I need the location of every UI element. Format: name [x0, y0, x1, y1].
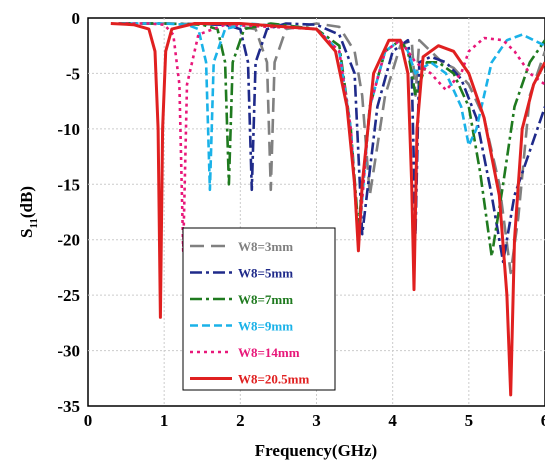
legend: W8=3mm W8=5mm W8=7mm W8=9mm W8=14mm W8=20.5mm	[182, 227, 336, 391]
series-line-w8-5mm	[118, 22, 545, 264]
y-tick-label: -30	[57, 342, 80, 361]
y-tick-label: -5	[66, 64, 80, 83]
x-axis-ticks: 0 1 2 3 4 5 6	[84, 411, 545, 430]
legend-label-w8-14mm: W8=14mm	[238, 345, 300, 360]
y-tick-label: -10	[57, 120, 80, 139]
legend-box	[182, 227, 336, 391]
y-tick-label: -25	[57, 286, 80, 305]
legend-label-w8-9mm: W8=9mm	[238, 319, 293, 334]
legend-label-w8-5mm: W8=5mm	[238, 266, 293, 281]
legend-label-w8-3mm: W8=3mm	[238, 239, 293, 254]
x-tick-label: 0	[84, 411, 93, 430]
x-tick-label: 2	[236, 411, 245, 430]
x-tick-label: 4	[388, 411, 397, 430]
y-tick-label: -15	[57, 175, 80, 194]
series-line-w8-7mm	[118, 22, 545, 258]
x-tick-label: 3	[312, 411, 321, 430]
series-line-w8-9mm	[118, 22, 545, 247]
y-tick-label: -35	[57, 397, 80, 416]
y-tick-label: 0	[72, 9, 81, 28]
data-series	[110, 22, 545, 397]
y-axis-title-subscript: 11	[28, 218, 40, 228]
series-line-w8-20-5mm	[110, 22, 545, 397]
x-axis-title: Frequency(GHz)	[255, 441, 377, 460]
y-axis-title: S11(dB)	[17, 186, 40, 238]
x-tick-label: 5	[465, 411, 474, 430]
series-line-w8-14mm	[118, 22, 545, 253]
y-axis-title-unit: (dB)	[17, 186, 36, 218]
y-axis-title-main: S	[17, 229, 36, 238]
y-tick-label: -20	[57, 231, 80, 250]
legend-label-w8-7mm: W8=7mm	[238, 292, 293, 307]
legend-label-w8-20-5mm: W8=20.5mm	[238, 372, 309, 387]
y-axis-ticks: 0 -5 -10 -15 -20 -25 -30 -35	[57, 9, 80, 416]
x-tick-label: 1	[160, 411, 169, 430]
x-tick-label: 6	[541, 411, 545, 430]
